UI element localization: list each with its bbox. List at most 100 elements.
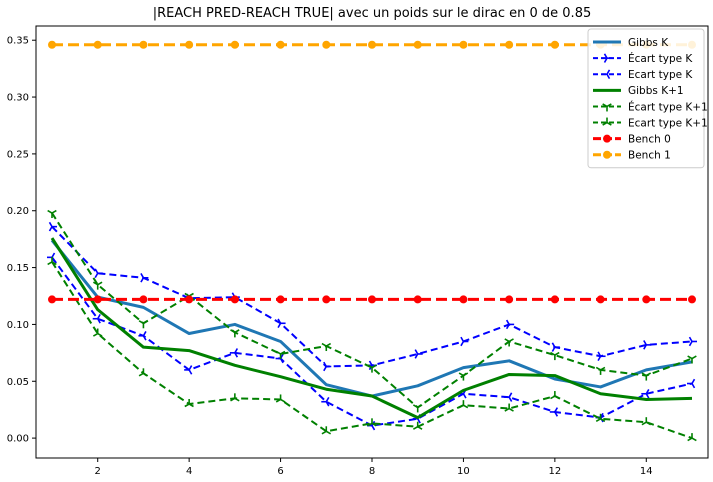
series-6-ecart-type-k-1-line: [51, 261, 693, 440]
series-8-bench-1-point-2: [93, 40, 102, 49]
legend-entry-7-bench-0-marker: [603, 134, 611, 143]
series-8-bench-1-point-9: [413, 40, 422, 49]
series-8-bench-1-point-10: [459, 40, 468, 49]
series-3-ecart-type-k-point-2: [92, 313, 101, 324]
series-2-ecart-type-k-point-6-arm: [277, 318, 282, 324]
series-2-ecart-type-k-point-10-arm: [460, 341, 465, 347]
series-5-ecart-type-k-1-point-10-arm: [463, 372, 469, 377]
series-3-ecart-type-k-point-14-arm: [645, 389, 650, 395]
series-3-ecart-type-k-point-10-arm: [462, 393, 467, 399]
series-5-ecart-type-k-1-point-6-arm: [275, 350, 281, 355]
y-tick-label-0.15: 0.15: [7, 263, 29, 274]
series-5-ecart-type-k-1-point-9-arm: [417, 404, 423, 409]
series-7-bench-0-point-9: [413, 295, 422, 304]
series-2-ecart-type-k-point-9-arm: [414, 349, 419, 355]
series-8-bench-1-point-8: [368, 40, 376, 49]
series-5-ecart-type-k-1-point-14-arm: [645, 372, 652, 377]
series-7-bench-0-point-4: [185, 295, 194, 304]
series-6-ecart-type-k-1-point-3: [138, 368, 149, 377]
legend-entry-6-ecart-type-k-1-marker-arm: [606, 121, 612, 126]
series-5-ecart-type-k-1-point-1-arm: [47, 209, 53, 214]
series-3-ecart-type-k-point-12-arm: [554, 407, 559, 413]
series-2-ecart-type-k-point-12-arm: [551, 342, 556, 348]
series-6-ecart-type-k-1-point-1-arm: [51, 261, 57, 266]
series-6-ecart-type-k-1-point-4-arm: [188, 403, 194, 408]
series-5-ecart-type-k-1-point-15-arm: [687, 355, 693, 360]
series-2-ecart-type-k-point-11: [505, 319, 515, 330]
x-tick-label-2: 2: [95, 466, 101, 477]
series-5-ecart-type-k-1-point-13-arm: [600, 366, 606, 371]
series-3-ecart-type-k-point-15: [687, 378, 696, 389]
axes: 2 4 6 8 10 12 14 0.00 0.05 0.10 0.15 0.20 0.25 0.30 0.…: [7, 25, 709, 477]
series-7-bench-0-point-14: [642, 295, 651, 304]
legend-box: [587, 28, 705, 169]
series-6-ecart-type-k-1-point-13: [595, 413, 606, 422]
series-2-ecart-type-k-point-10: [460, 336, 469, 347]
series-2-ecart-type-k-point-3-arm: [140, 277, 145, 283]
series-2-ecart-type-k-point-15: [688, 336, 697, 347]
series-6-ecart-type-k-1-point-2-arm: [97, 332, 103, 337]
series-3-ecart-type-k-point-1-arm: [51, 252, 56, 258]
series-3-ecart-type-k-point-12: [549, 407, 559, 417]
series-6-ecart-type-k-1-point-12: [550, 391, 560, 400]
series-8-bench-1-point-7: [322, 40, 331, 49]
legend-entry-2-ecart-type-k-marker-arm: [603, 57, 608, 63]
series-7-bench-0-point-11: [505, 295, 514, 304]
series-2-ecart-type-k-point-3: [140, 273, 149, 283]
series-8-bench-1-point-6: [276, 40, 285, 49]
series-3-ecart-type-k-point-3: [138, 331, 147, 341]
series-3-ecart-type-k-point-7-arm: [325, 401, 330, 407]
series-5-ecart-type-k-1-point-10: [458, 372, 469, 381]
y-tick-label-0.25: 0.25: [7, 149, 29, 160]
series-5-ecart-type-k-1-point-5-arm: [230, 329, 236, 334]
series-6-ecart-type-k-1-point-10-arm: [458, 404, 464, 409]
plot-area: [47, 40, 697, 442]
series-5-ecart-type-k-1-point-10-arm: [458, 372, 464, 377]
series-7-bench-0-point-5: [230, 295, 239, 304]
legend-entry-5-ecart-type-k-1-marker-arm: [606, 103, 612, 108]
series-6-ecart-type-k-1-point-1-arm: [47, 261, 53, 266]
series-3-ecart-type-k-point-4-arm: [188, 365, 193, 371]
legend-entry-6-ecart-type-k-1-marker: [602, 117, 612, 126]
series-6-ecart-type-k-1-point-6-arm: [280, 398, 286, 403]
series-5-ecart-type-k-1-point-2: [92, 281, 103, 290]
series-3-ecart-type-k-point-9-arm: [417, 418, 421, 424]
legend-entry-3-ecart-type-k-label: Ecart type K: [628, 69, 693, 81]
series-6-ecart-type-k-1-point-8-arm: [371, 422, 377, 427]
legend-entry-7-bench-0-label: Bench 0: [628, 133, 671, 145]
series-3-ecart-type-k-point-11-arm: [508, 392, 513, 398]
x-tick-label-8: 8: [369, 466, 375, 477]
legend-entry-1-gibbs-k-label: Gibbs K: [628, 37, 669, 49]
series-5-ecart-type-k-1-point-12-arm: [550, 351, 556, 356]
series-5-ecart-type-k-1-point-11: [504, 338, 514, 347]
series-6-ecart-type-k-1-point-14-arm: [641, 421, 647, 426]
series-2-ecart-type-k-point-1-arm: [48, 221, 53, 228]
series-6-ecart-type-k-1-point-15-arm: [687, 437, 693, 442]
series-6-ecart-type-k-1-point-4: [184, 399, 194, 408]
series-8-bench-1-point-1: [48, 40, 56, 49]
series-5-ecart-type-k-1-point-11-arm: [504, 338, 510, 343]
series-6-ecart-type-k-1-point-1: [47, 256, 57, 266]
series-7-bench-0-point-12: [550, 295, 559, 304]
series-6-ecart-type-k-1-point-10: [458, 400, 469, 409]
series-6-ecart-type-k-1-point-3-arm: [143, 372, 149, 377]
series-2-ecart-type-k-point-15-arm: [688, 336, 693, 342]
series-2-ecart-type-k-point-2-arm: [94, 268, 99, 274]
series-7-bench-0-point-10: [459, 295, 468, 304]
series-3-ecart-type-k-point-11: [504, 392, 513, 402]
series-3-ecart-type-k-point-14: [641, 389, 650, 399]
series-6-ecart-type-k-1-point-15: [687, 433, 697, 442]
series-7-bench-0-point-3: [139, 295, 148, 304]
y-tick-label-0.05: 0.05: [7, 377, 29, 388]
series-6-ecart-type-k-1-point-5-arm: [230, 397, 236, 402]
series-5-ecart-type-k-1-point-6-arm: [280, 350, 286, 355]
series-6-ecart-type-k-1-point-12-arm: [550, 395, 556, 400]
series-6-ecart-type-k-1-point-10-arm: [463, 404, 469, 409]
series-7-bench-0-point-6: [276, 295, 285, 304]
legend-entry-6-ecart-type-k-1-marker-arm: [602, 121, 608, 126]
series-5-ecart-type-k-1-point-5: [230, 329, 240, 338]
y-tick-label-0.35: 0.35: [7, 36, 29, 47]
series-6-ecart-type-k-1-point-13-arm: [600, 418, 606, 422]
series-2-ecart-type-k-point-7-arm: [323, 366, 327, 372]
